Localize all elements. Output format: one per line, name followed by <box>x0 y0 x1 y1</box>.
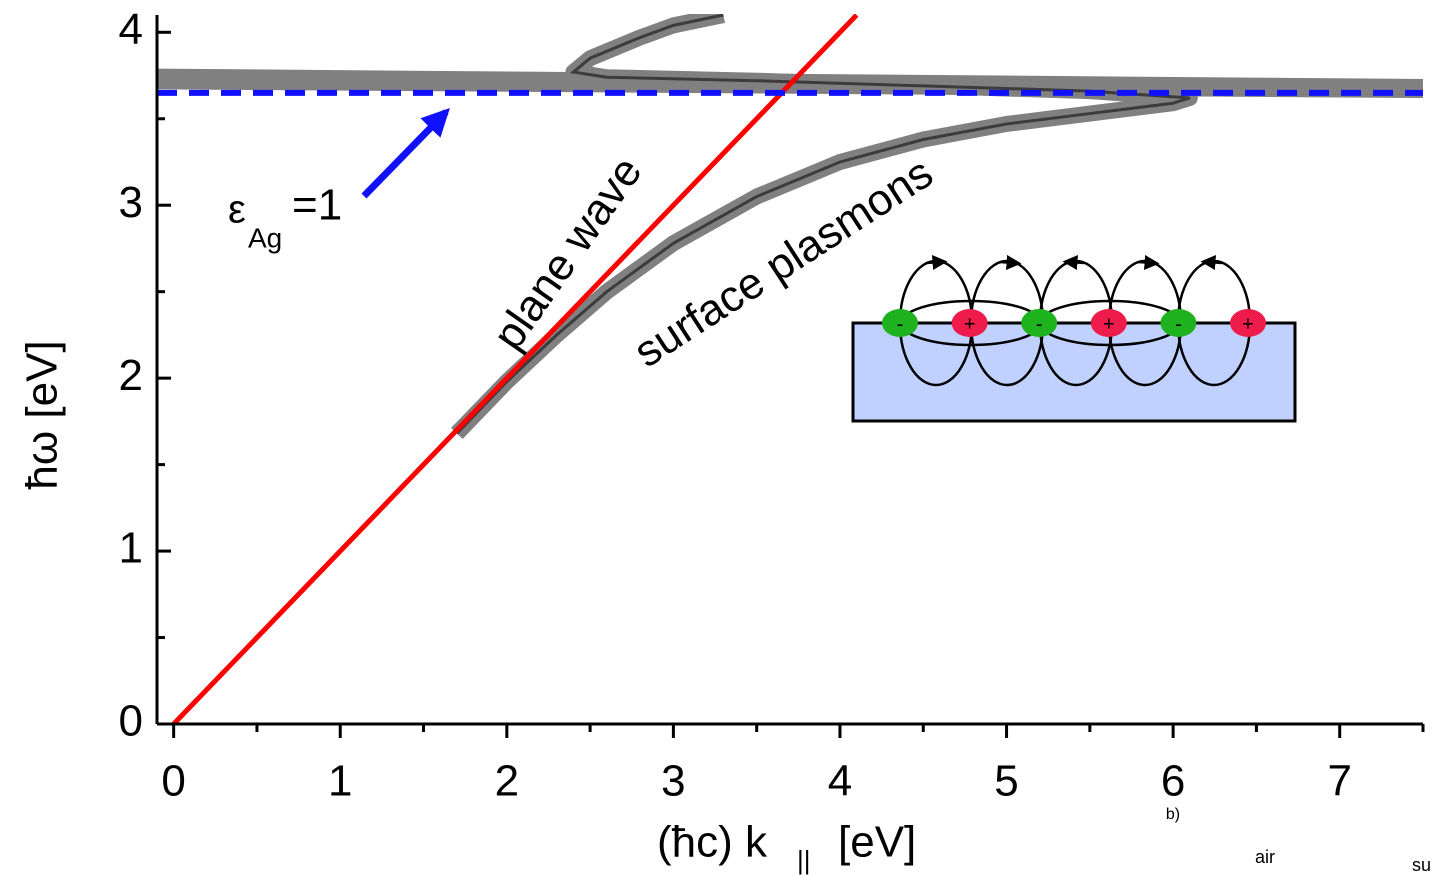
charge-label: - <box>897 313 904 335</box>
y-tick-label: 0 <box>119 697 143 746</box>
x-axis-label: (ħc) k <box>657 818 768 867</box>
epsilon-value: =1 <box>292 181 342 230</box>
inset-text: su <box>1412 855 1431 875</box>
charge-label: + <box>964 313 976 335</box>
axes: 0 1 2 3 4 5 6 7 0 1 2 3 4 (ħc) k || [eV] ħω [eV] <box>18 5 1425 875</box>
x-tick-label: 7 <box>1327 757 1351 806</box>
charge-label: + <box>1103 313 1115 335</box>
x-tick-label: 5 <box>994 757 1018 806</box>
x-tick-label: 2 <box>495 757 519 806</box>
charge <box>882 309 918 337</box>
epsilon-subscript: Ag <box>248 222 282 253</box>
line <box>171 14 859 724</box>
field-arrow <box>925 255 948 271</box>
charge-label: - <box>1175 313 1182 335</box>
charge-label: - <box>1036 313 1043 335</box>
y-tick-label: 2 <box>119 351 143 400</box>
y-tick-label: 1 <box>119 524 143 573</box>
field-arrow <box>1062 255 1085 271</box>
y-tick-label: 4 <box>119 5 143 54</box>
charges: - + - + - + <box>882 309 1266 337</box>
x-axis-label-unit: [eV] <box>838 818 916 867</box>
field-arrow <box>1137 254 1160 270</box>
charge <box>1160 309 1197 337</box>
inset-diagram: - + - + - + <box>851 254 1297 423</box>
x-tick-label: 0 <box>161 757 185 806</box>
y-tick-label: 3 <box>119 178 143 227</box>
charge-label: + <box>1242 313 1254 335</box>
plot-area <box>157 14 1423 724</box>
charge <box>1230 309 1266 337</box>
charge <box>1021 309 1058 337</box>
charge <box>951 309 988 337</box>
line <box>455 14 1191 435</box>
x-tick-label: 1 <box>328 757 352 806</box>
inset-text: air <box>1255 847 1275 867</box>
epsilon-symbol: ε <box>228 188 246 232</box>
field-arrow <box>999 254 1022 270</box>
y-axis-label: ħω [eV] <box>18 340 67 489</box>
arrow <box>361 107 450 199</box>
charge <box>1090 309 1127 337</box>
x-axis-label-sub: || <box>797 845 811 875</box>
field-arrow <box>1200 255 1223 271</box>
x-tick-label: 6 <box>1161 757 1185 806</box>
panel-label: b) <box>1166 806 1180 823</box>
x-tick-label: 4 <box>828 757 852 806</box>
x-tick-label: 3 <box>661 757 685 806</box>
